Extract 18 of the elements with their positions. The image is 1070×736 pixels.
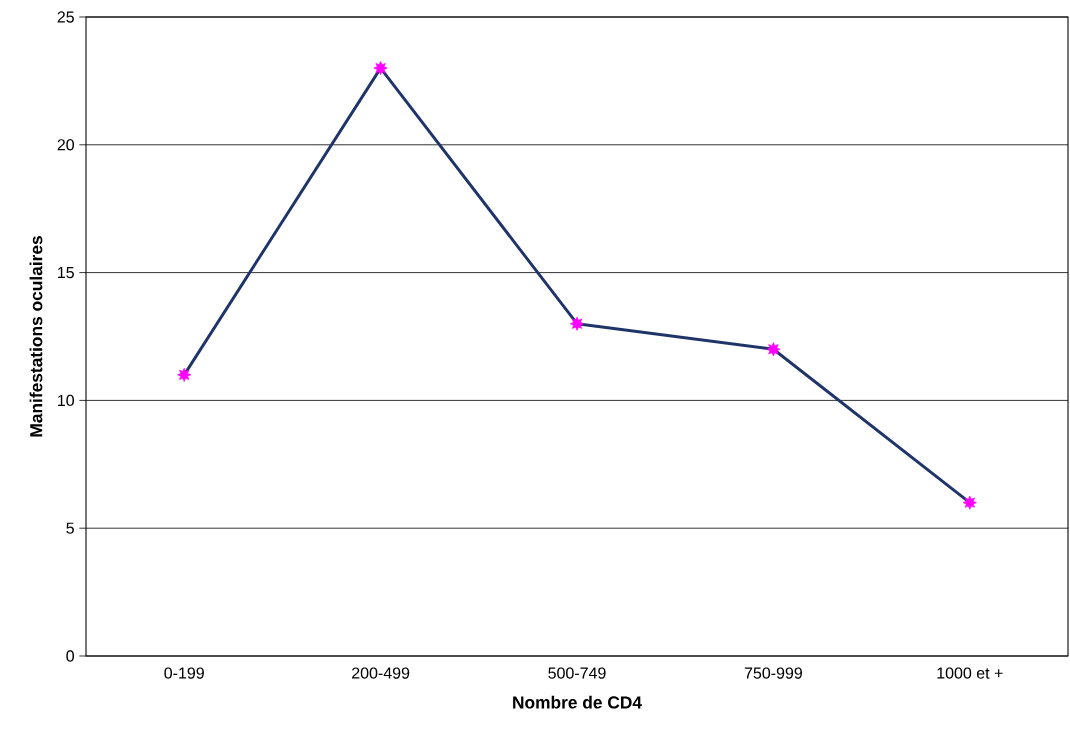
point	[962, 495, 977, 510]
x-axis-title: Nombre de CD4	[513, 695, 642, 709]
point	[177, 367, 192, 382]
y-tick-label: 25	[57, 11, 74, 23]
x-tick-label: 750-999	[744, 667, 802, 679]
point	[766, 342, 781, 357]
x-tick-label: 0-199	[164, 667, 204, 679]
point	[570, 316, 585, 331]
x-tick-label: 200-499	[352, 667, 410, 679]
y-tick-label: 5	[66, 522, 74, 534]
y-tick-label: 10	[58, 394, 74, 407]
y-tick-label: 15	[58, 267, 74, 279]
x-tick-label: 500-749	[548, 667, 606, 679]
point	[373, 61, 388, 76]
y-tick-label: 0	[66, 650, 75, 662]
x-tick-label: 1000 et +	[937, 667, 1003, 679]
y-axis-title: Manifestations oculaires	[29, 236, 43, 437]
y-tick-label: 20	[57, 139, 74, 151]
